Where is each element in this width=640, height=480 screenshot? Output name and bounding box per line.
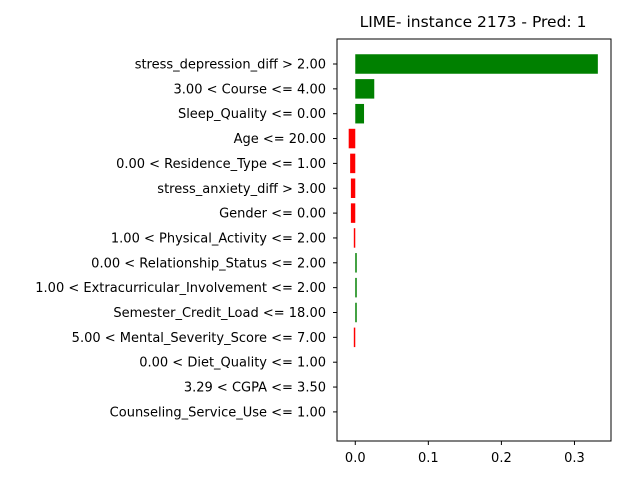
y-tick-label: 5.00 < Mental_Severity_Score <= 7.00 <box>72 331 326 346</box>
bar-2 <box>355 103 365 124</box>
y-tick-label: Gender <= 0.00 <box>219 207 326 222</box>
y-tick-label: Counseling_Service_Use <= 1.00 <box>110 405 326 420</box>
x-tick-label: 0.1 <box>418 451 439 466</box>
bar-1 <box>355 79 375 99</box>
x-axis-ticks: 0.0 0.1 0.2 0.3 <box>345 441 585 466</box>
bar-5 <box>350 178 356 198</box>
plot-frame <box>336 38 612 442</box>
y-tick-label: 0.00 < Diet_Quality <= 1.00 <box>139 356 326 371</box>
x-tick-label: 0.3 <box>564 451 585 466</box>
bars-group <box>348 54 598 348</box>
y-tick-label: 3.29 < CGPA <= 3.50 <box>184 381 326 396</box>
x-tick-label: 0.2 <box>491 451 512 466</box>
y-tick-label: Sleep_Quality <= 0.00 <box>178 107 326 122</box>
y-tick-label: 0.00 < Relationship_Status <= 2.00 <box>91 256 326 271</box>
y-tick-label: Semester_Credit_Load <= 18.00 <box>113 306 326 321</box>
bar-10 <box>355 302 357 323</box>
y-tick-label: 1.00 < Extracurricular_Involvement <= 2.… <box>35 281 326 296</box>
x-tick-label: 0.0 <box>345 451 366 466</box>
bar-7 <box>353 228 356 248</box>
y-axis-ticks: stress_depression_diff > 2.00 3.00 < Cour… <box>35 58 337 420</box>
y-tick-label: stress_depression_diff > 2.00 <box>135 58 326 73</box>
bar-8 <box>355 253 357 273</box>
bar-6 <box>350 203 356 223</box>
bar-0 <box>355 54 598 74</box>
y-tick-label: 0.00 < Residence_Type <= 1.00 <box>116 157 326 172</box>
y-tick-label: 1.00 < Physical_Activity <= 2.00 <box>111 231 326 246</box>
y-tick-label: 3.00 < Course <= 4.00 <box>174 82 326 97</box>
y-tick-label: stress_anxiety_diff > 3.00 <box>157 182 326 197</box>
chart-title: LIME- instance 2173 - Pred: 1 <box>360 13 587 31</box>
bar-11 <box>353 327 356 348</box>
y-tick-label: Age <= 20.00 <box>234 132 326 147</box>
bar-3 <box>348 128 356 149</box>
bar-4 <box>350 153 356 174</box>
bar-9 <box>355 277 357 298</box>
